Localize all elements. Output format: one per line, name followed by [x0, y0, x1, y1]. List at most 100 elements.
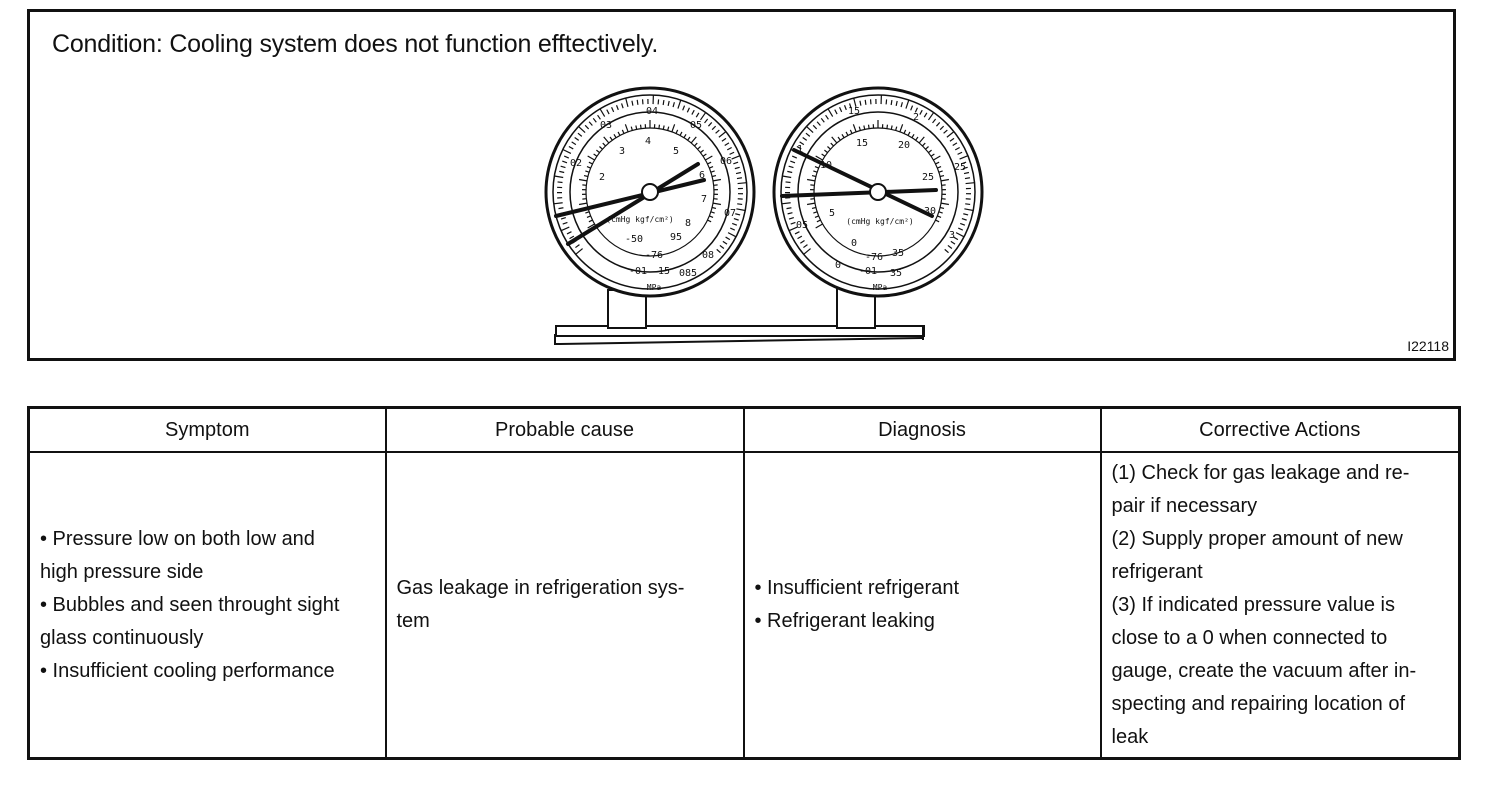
dial-tick — [805, 132, 811, 137]
high-inner-label: 0 — [851, 238, 857, 249]
low-gauge-needles — [554, 162, 706, 246]
dial-tick — [890, 99, 893, 106]
dial-tick — [811, 206, 817, 210]
dial-tick — [852, 124, 857, 133]
dial-tick — [578, 178, 588, 182]
dial-tick — [796, 145, 802, 150]
dial-tick — [812, 124, 818, 130]
dial-tick — [815, 155, 823, 161]
dial-tick — [932, 118, 937, 124]
low-mpa-label: MPa — [647, 283, 662, 292]
dial-tick — [965, 182, 975, 185]
high-inner-label: -76 — [865, 252, 883, 263]
dial-tick — [726, 146, 732, 151]
dial-tick — [694, 142, 698, 147]
dial-tick — [858, 126, 861, 131]
dial-tick — [682, 105, 686, 111]
condition-title: Condition: Cooling system does not funct… — [52, 30, 659, 58]
dial-tick — [927, 112, 935, 121]
high-outer-label: 15 — [848, 106, 860, 117]
dial-tick — [802, 136, 808, 141]
dial-tick — [953, 236, 959, 241]
dial-tick — [724, 142, 730, 147]
manifold-bar — [554, 325, 925, 345]
dial-tick — [899, 124, 904, 133]
dial-tick — [813, 170, 818, 173]
dial-tick — [733, 161, 739, 165]
dial-tick — [814, 215, 819, 219]
corrective-actions-cell: (1) Check for gas leakage and re- pair i… — [1099, 451, 1461, 760]
dial-tick — [704, 118, 709, 124]
dial-tick — [928, 149, 932, 154]
dial-tick — [716, 248, 721, 254]
dial-tick — [940, 178, 950, 182]
cause-line: Gas leakage in refrigeration sys- — [396, 577, 685, 599]
low-inner-label: -01 — [629, 266, 647, 277]
dial-tick — [690, 136, 697, 144]
dial-tick — [895, 126, 898, 131]
dial-tick — [959, 222, 966, 226]
dial-tick — [588, 219, 593, 223]
dial-tick — [585, 211, 590, 214]
dial-tick — [735, 171, 742, 175]
dial-tick — [597, 114, 601, 120]
dial-tick — [695, 112, 700, 118]
dial-tick — [585, 170, 590, 173]
symptom-line: • Insufficient cooling performance — [40, 659, 335, 682]
action-line: specting and repairing location of — [1111, 692, 1406, 715]
header-diagnosis: Diagnosis — [742, 406, 1102, 453]
dial-tick — [702, 153, 707, 157]
high-outer-label: 1 — [797, 144, 803, 155]
dial-tick — [635, 125, 638, 130]
dial-tick — [599, 146, 603, 150]
high-unit-label: (cmHg kgf/cm²) — [846, 217, 913, 226]
diagnosis-line: • Insufficient refrigerant — [754, 577, 960, 599]
dial-tick — [952, 142, 958, 147]
dial-tick — [571, 141, 577, 146]
dial-tick — [962, 166, 968, 170]
high-outer-label: 0 — [835, 260, 841, 271]
dial-tick — [709, 165, 714, 169]
dial-tick — [918, 136, 925, 144]
dial-tick — [672, 102, 675, 108]
dial-tick — [915, 136, 919, 141]
dial-tick — [677, 99, 682, 109]
action-line: (1) Check for gas leakage and re- — [1111, 461, 1410, 484]
high-inner-label: -01 — [859, 266, 877, 277]
dial-tick — [930, 153, 935, 157]
dial-tick — [711, 174, 717, 178]
dial-tick — [679, 131, 683, 136]
low-outer-label: 08 — [702, 250, 714, 261]
dial-tick — [914, 107, 918, 113]
header-corrective-actions: Corrective Actions — [1099, 406, 1461, 453]
dial-tick — [560, 226, 570, 232]
high-outer-label: 05 — [796, 220, 808, 231]
dial-tick — [816, 121, 821, 126]
dial-tick — [964, 177, 970, 180]
dial-tick — [736, 177, 742, 180]
dial-tick — [864, 99, 867, 105]
dial-tick — [615, 105, 619, 111]
dial-tick — [727, 232, 737, 238]
high-inner-label: 15 — [856, 138, 868, 149]
low-inner-label: 5 — [673, 146, 679, 157]
dial-tick — [712, 202, 722, 206]
high-outer-label: 2 — [913, 112, 919, 123]
cause-line: tem — [396, 610, 430, 632]
dial-tick — [722, 240, 728, 245]
dial-tick — [788, 226, 798, 232]
dial-tick — [843, 105, 847, 111]
dial-tick — [923, 112, 928, 118]
header-symptom: Symptom — [27, 406, 387, 453]
dial-tick — [718, 131, 727, 138]
dial-tick — [958, 227, 964, 231]
dial-tick — [709, 215, 714, 219]
header-probable-cause: Probable cause — [384, 406, 745, 453]
dial-tick — [831, 136, 838, 144]
dial-tick — [799, 141, 805, 146]
dial-tick — [938, 170, 943, 173]
dial-tick — [687, 136, 691, 141]
dial-tick — [905, 99, 910, 109]
low-inner-label: -50 — [625, 234, 643, 245]
dial-tick — [922, 142, 926, 147]
